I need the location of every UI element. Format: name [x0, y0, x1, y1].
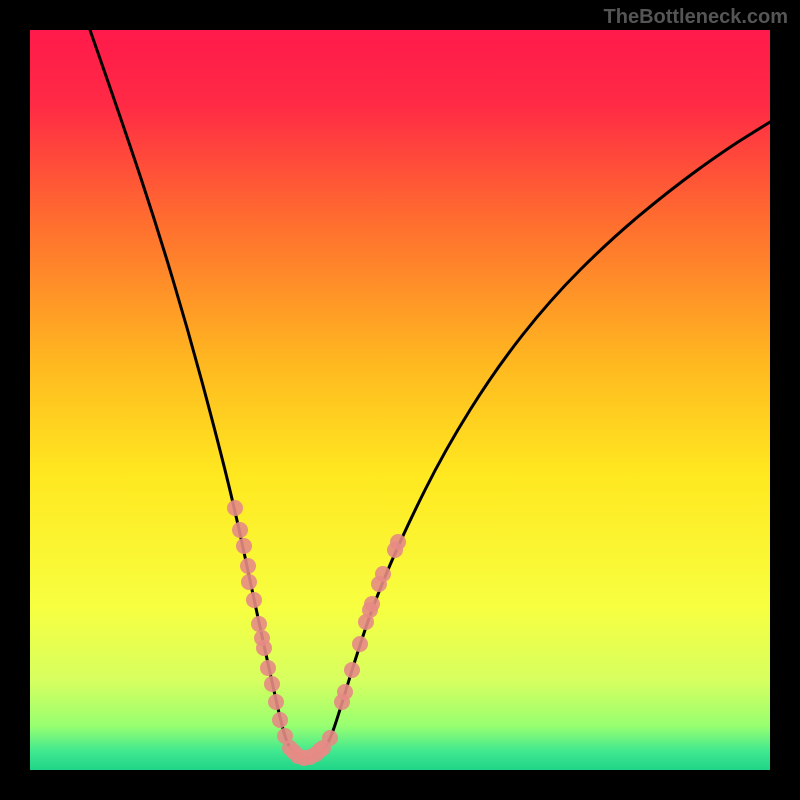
marker-point: [390, 534, 406, 550]
marker-point: [256, 640, 272, 656]
marker-point: [227, 500, 243, 516]
marker-point: [272, 712, 288, 728]
marker-point: [344, 662, 360, 678]
marker-point: [236, 538, 252, 554]
marker-point: [240, 558, 256, 574]
marker-point: [264, 676, 280, 692]
marker-point: [364, 596, 380, 612]
marker-point: [337, 684, 353, 700]
marker-point: [352, 636, 368, 652]
gradient-background: [30, 30, 770, 770]
watermark-text: TheBottleneck.com: [604, 6, 788, 29]
chart-frame: TheBottleneck.com: [0, 0, 800, 800]
marker-point: [268, 694, 284, 710]
marker-point: [375, 566, 391, 582]
chart-svg: [30, 30, 770, 770]
marker-point: [260, 660, 276, 676]
plot-area: [30, 30, 770, 770]
marker-point: [322, 730, 338, 746]
marker-point: [241, 574, 257, 590]
marker-point: [232, 522, 248, 538]
marker-point: [251, 616, 267, 632]
marker-point: [246, 592, 262, 608]
